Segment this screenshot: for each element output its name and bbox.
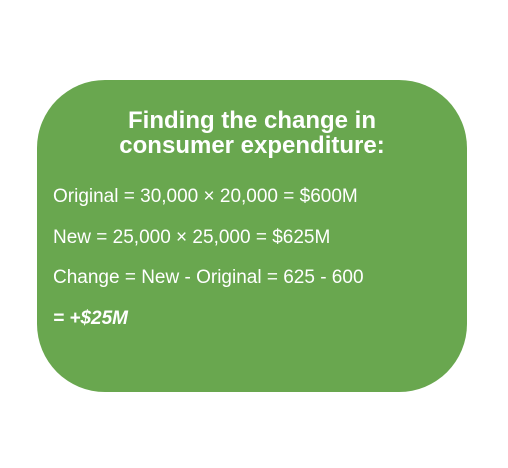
change-result: = +$25M	[53, 308, 128, 329]
card-title-line-2: consumer expenditure:	[119, 132, 385, 159]
change-formula-line: Change = New - Original = 625 - 600	[53, 267, 364, 288]
new-expenditure-line: New = 25,000 × 25,000 = $625M	[53, 227, 331, 248]
card-title-line-1: Finding the change in	[128, 107, 376, 134]
original-expenditure-line: Original = 30,000 × 20,000 = $600M	[53, 186, 358, 207]
card-title: Finding the change in consumer expenditu…	[37, 108, 467, 158]
calculation-card: Finding the change in consumer expenditu…	[37, 80, 467, 392]
